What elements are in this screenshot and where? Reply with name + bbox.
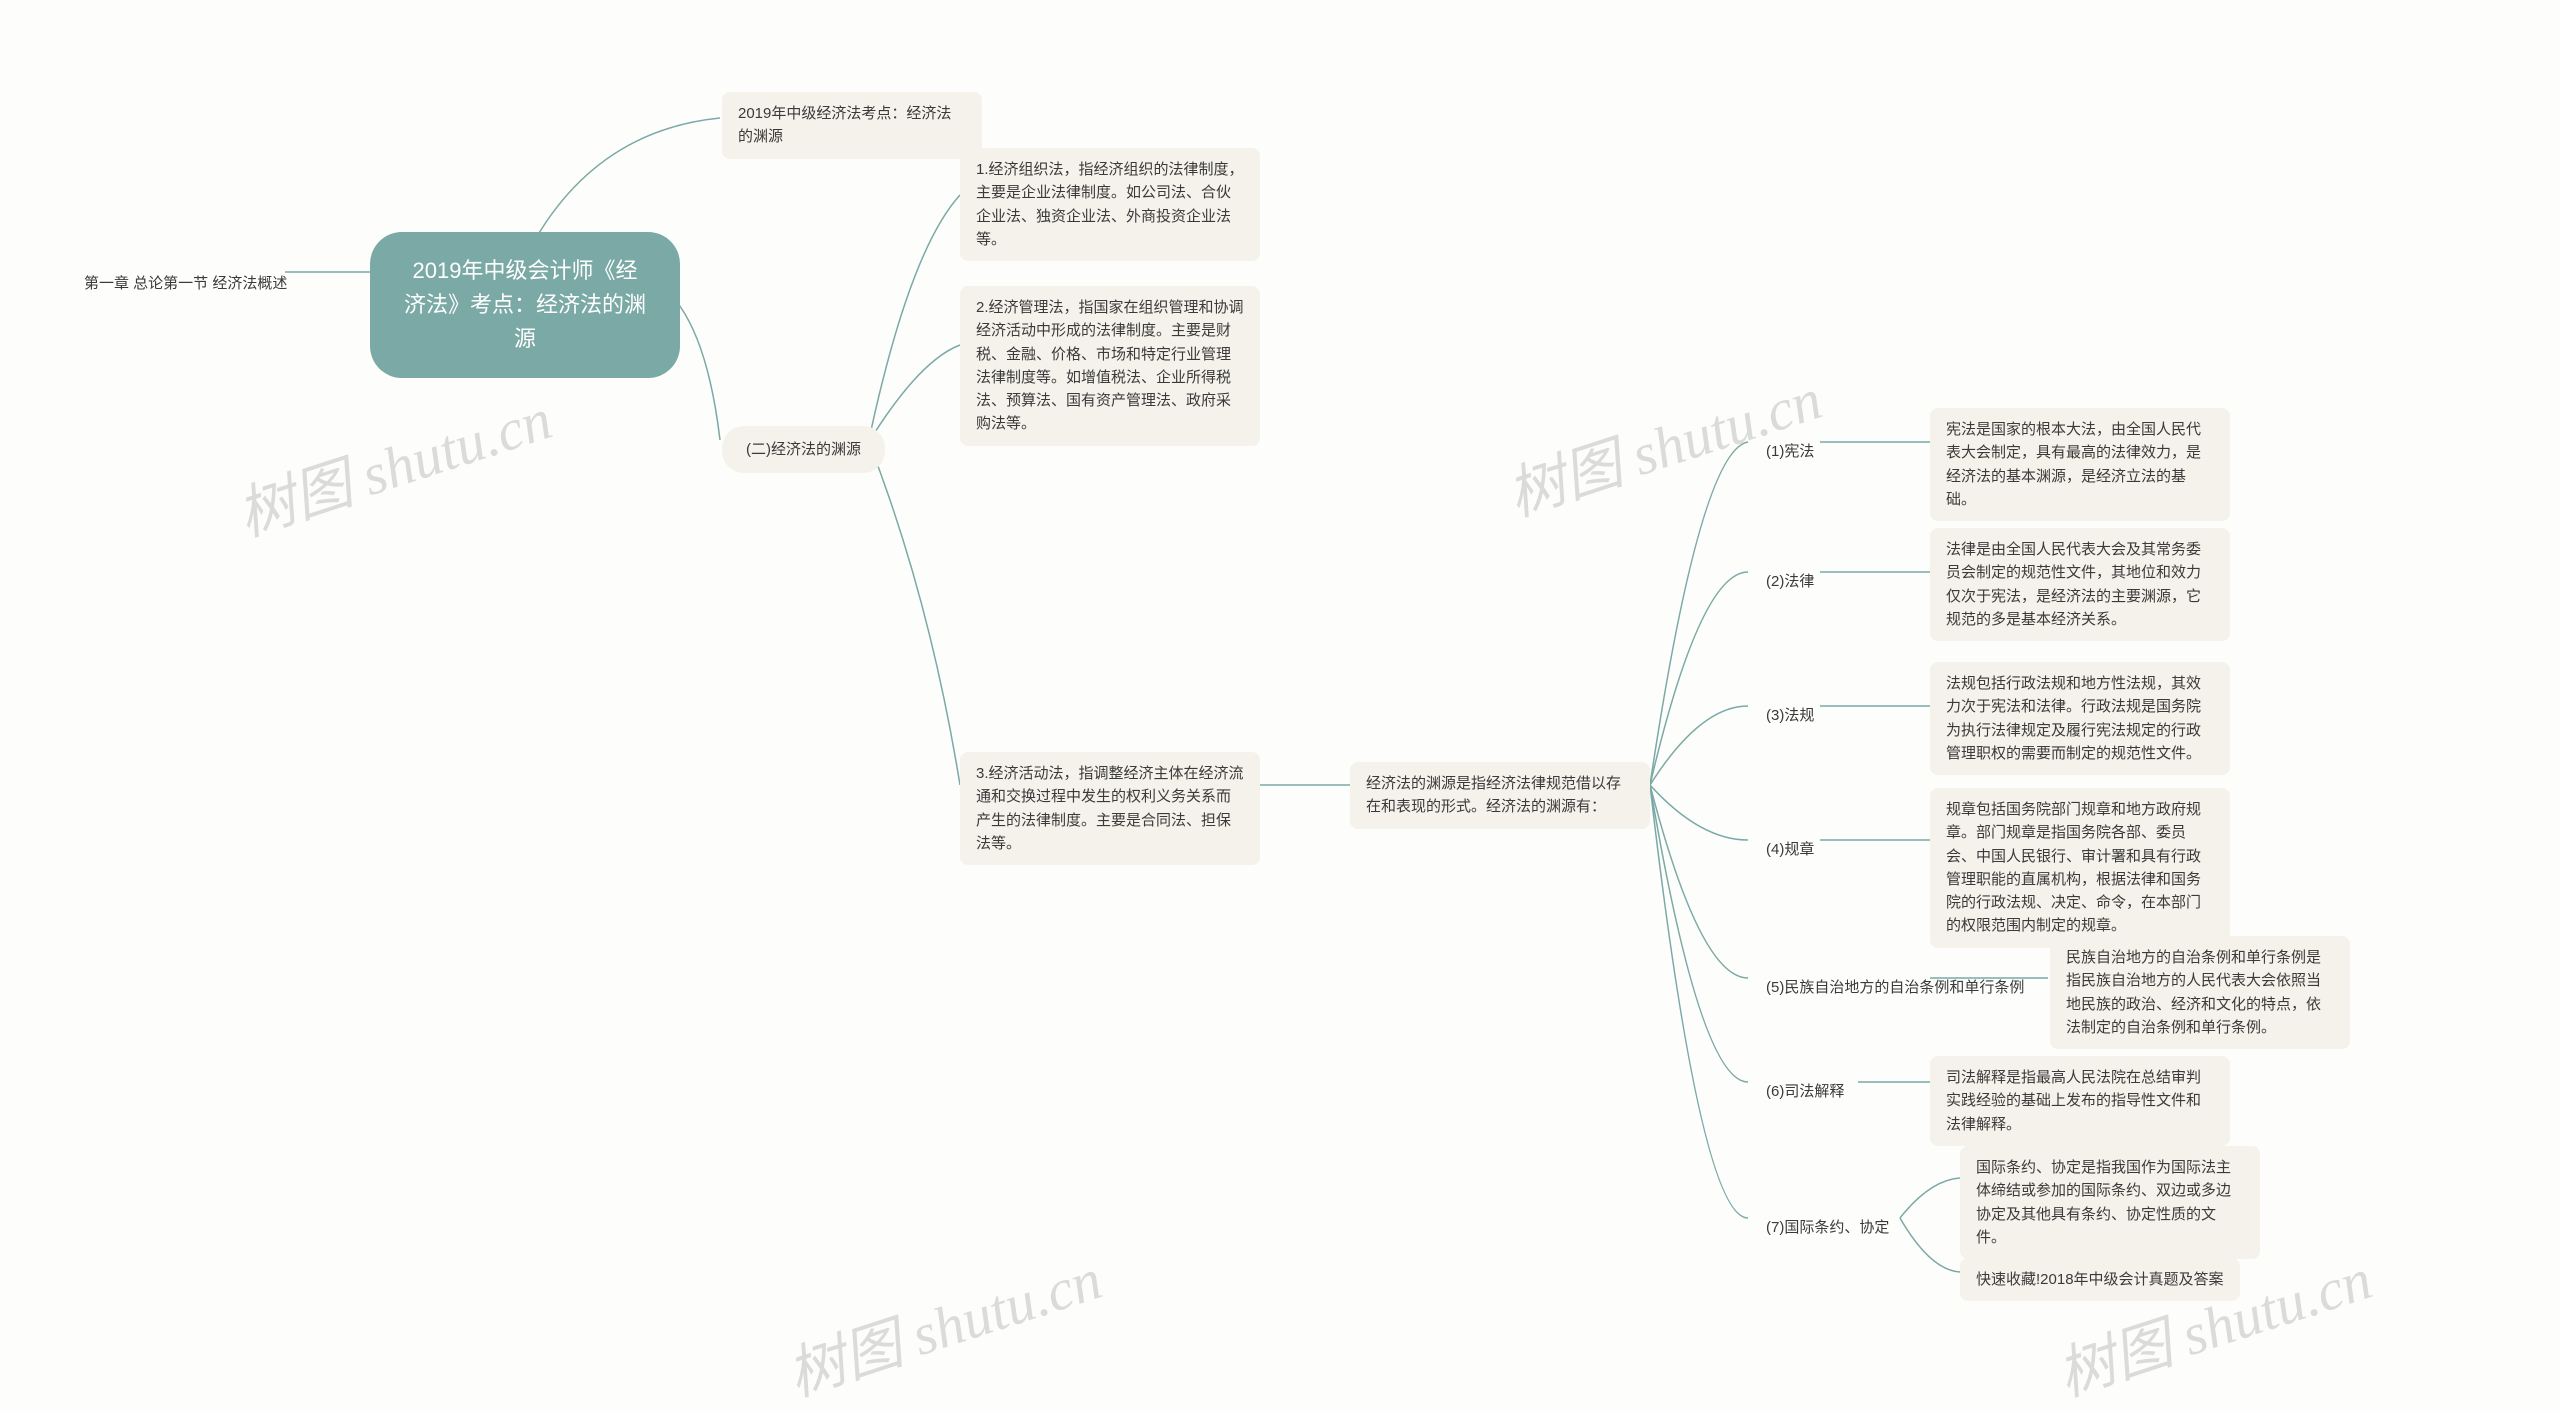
label-autonomous: (5)民族自治地方的自治条例和单行条例 [1750, 966, 2040, 1009]
label-regulations: (3)法规 [1750, 694, 1830, 737]
topic-2019-sources: 2019年中级经济法考点：经济法的渊源 [722, 92, 982, 159]
label-constitution: (1)宪法 [1750, 430, 1830, 473]
desc-laws: 法律是由全国人民代表大会及其常务委员会制定的规范性文件，其地位和效力仅次于宪法，… [1930, 528, 2230, 641]
item-1-org-law: 1.经济组织法，指经济组织的法律制度，主要是企业法律制度。如公司法、合伙企业法、… [960, 148, 1260, 261]
item-2-mgmt-law: 2.经济管理法，指国家在组织管理和协调经济活动中形成的法律制度。主要是财税、金融… [960, 286, 1260, 446]
item-3-activity-law: 3.经济活动法，指调整经济主体在经济流通和交换过程中发生的权利义务关系而产生的法… [960, 752, 1260, 865]
watermark: 树图 shutu.cn [225, 372, 560, 552]
desc-judicial: 司法解释是指最高人民法院在总结审判实践经验的基础上发布的指导性文件和法律解释。 [1930, 1056, 2230, 1146]
desc-rules: 规章包括国务院部门规章和地方政府规章。部门规章是指国务院各部、委员会、中国人民银… [1930, 788, 2230, 948]
section-2-sources: (二)经济法的渊源 [722, 426, 885, 473]
desc-autonomous: 民族自治地方的自治条例和单行条例是指民族自治地方的人民代表大会依照当地民族的政治… [2050, 936, 2350, 1049]
desc-treaties-1: 国际条约、协定是指我国作为国际法主体缔结或参加的国际条约、双边或多边协定及其他具… [1960, 1146, 2260, 1259]
desc-regulations: 法规包括行政法规和地方性法规，其效力次于宪法和法律。行政法规是国务院为执行法律规… [1930, 662, 2230, 775]
root-node: 2019年中级会计师《经济法》考点：经济法的渊源 [370, 232, 680, 378]
definition-sources-forms: 经济法的渊源是指经济法律规范借以存在和表现的形式。经济法的渊源有： [1350, 762, 1650, 829]
watermark: 树图 shutu.cn [775, 1232, 1110, 1412]
label-laws: (2)法律 [1750, 560, 1830, 603]
desc-constitution: 宪法是国家的根本大法，由全国人民代表大会制定，具有最高的法律效力，是经济法的基本… [1930, 408, 2230, 521]
label-treaties: (7)国际条约、协定 [1750, 1206, 1905, 1249]
left-branch: 第一章 总论第一节 经济法概述 [68, 262, 303, 305]
desc-treaties-2: 快速收藏!2018年中级会计真题及答案 [1960, 1258, 2240, 1301]
label-rules: (4)规章 [1750, 828, 1830, 871]
label-judicial: (6)司法解释 [1750, 1070, 1860, 1113]
